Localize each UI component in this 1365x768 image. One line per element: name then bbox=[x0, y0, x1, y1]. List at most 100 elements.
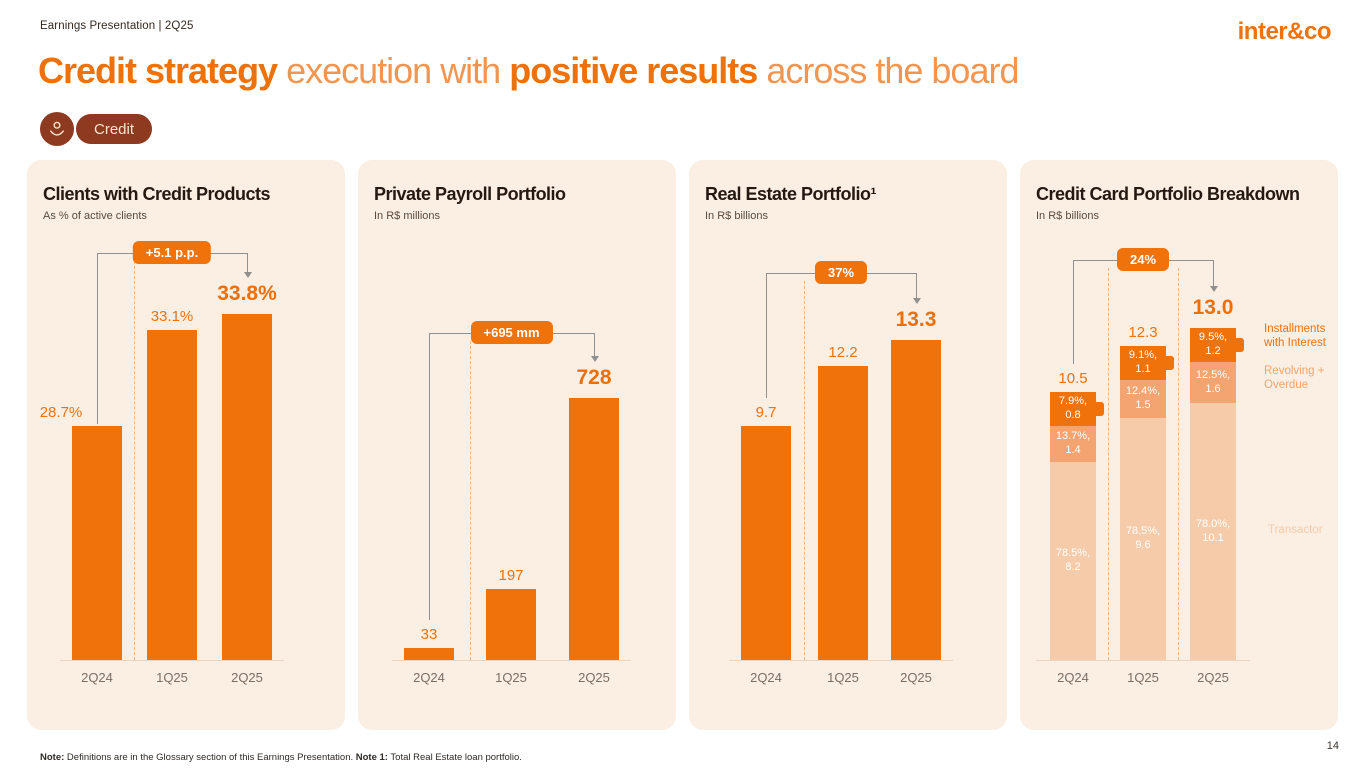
arrow-head-icon bbox=[591, 356, 599, 362]
bar-1q25 bbox=[486, 589, 536, 660]
chart-panel-private-payroll-portfolio: Private Payroll Portfolio In R$ millions +… bbox=[358, 160, 676, 730]
bar-2q24 bbox=[404, 648, 454, 660]
value-label-2q25: 728 bbox=[576, 366, 612, 389]
segment-tab bbox=[1166, 356, 1174, 370]
value-label-2q24: 33 bbox=[420, 626, 438, 643]
bracket-line bbox=[1073, 260, 1074, 364]
arrow-head-icon bbox=[913, 298, 921, 304]
segment-revolving-overdue-1q25: 12.4%, 1.5 bbox=[1120, 380, 1166, 418]
bar-1q25 bbox=[147, 330, 197, 660]
annotation-badge: +695 mm bbox=[470, 321, 553, 344]
charts-container: Clients with Credit Products As % of acti… bbox=[27, 160, 1338, 730]
segment-installments-with-interest-1q25: 9.1%, 1.1 bbox=[1120, 346, 1174, 380]
value-label-2q25: 33.8% bbox=[217, 282, 277, 305]
value-label-1q25: 12.3 bbox=[1128, 324, 1158, 341]
bar-2q25 bbox=[569, 398, 619, 660]
axis-label-2q25: 2Q25 bbox=[578, 670, 610, 685]
segment-installments-with-interest-2q24: 7.9%, 0.8 bbox=[1050, 392, 1104, 426]
chart-panel-credit-card-portfolio-breakdown: Credit Card Portfolio Breakdown In R$ bil… bbox=[1020, 160, 1338, 730]
legend-transactor: Transactor bbox=[1268, 524, 1323, 536]
page-number: 14 bbox=[1326, 740, 1339, 752]
breadcrumb: Earnings Presentation | 2Q25 bbox=[40, 20, 194, 32]
footnote-part: Definitions are in the Glossary section … bbox=[64, 752, 356, 763]
segment-revolving-overdue-2q24: 13.7%, 1.4 bbox=[1050, 426, 1096, 462]
bar-2q24 bbox=[72, 426, 122, 660]
hand-coin-icon bbox=[40, 112, 74, 146]
segment-percent-label: 7.9%, bbox=[1058, 395, 1088, 408]
axis-baseline bbox=[729, 660, 953, 661]
bar-2q25 bbox=[222, 314, 272, 660]
axis-label-2q24: 2Q24 bbox=[1057, 670, 1089, 685]
stacked-bar-1q25: 9.1%, 1.1 12.4%, 1.5 78.5%, 9.6 bbox=[1120, 346, 1174, 660]
stacked-bar-2q25: 9.5%, 1.2 12.5%, 1.6 78.0%, 10.1 bbox=[1190, 328, 1244, 660]
bar-2q24 bbox=[741, 426, 791, 660]
axis-label-2q24: 2Q24 bbox=[413, 670, 445, 685]
panel-title: Private Payroll Portfolio bbox=[374, 184, 566, 204]
title-part: across the board bbox=[757, 50, 1019, 91]
segment-percent-label: 78.5%, bbox=[1125, 525, 1161, 538]
panel-title: Real Estate Portfolio¹ bbox=[705, 184, 877, 204]
value-label-2q24: 9.7 bbox=[755, 404, 777, 421]
page-title: Credit strategy execution with positive … bbox=[38, 50, 1019, 92]
value-label-1q25: 12.2 bbox=[828, 344, 858, 361]
footnote: Note: Definitions are in the Glossary se… bbox=[40, 752, 522, 763]
value-label-2q25: 13.0 bbox=[1192, 296, 1234, 319]
bracket-line bbox=[97, 253, 98, 424]
value-label-1q25: 33.1% bbox=[150, 308, 194, 325]
legend-revolving-overdue: Revolving + Overdue bbox=[1264, 365, 1325, 391]
segment-transactor-2q25: 78.0%, 10.1 bbox=[1190, 403, 1236, 660]
segment-percent-label: 12.5%, bbox=[1195, 368, 1231, 381]
dashed-separator bbox=[134, 261, 135, 660]
dashed-separator bbox=[804, 281, 805, 660]
segment-value-label: 8.2 bbox=[1065, 561, 1081, 573]
footnote-part: Note: bbox=[40, 752, 65, 763]
segment-value-label: 0.8 bbox=[1065, 409, 1081, 421]
segment-value-label: 1.5 bbox=[1135, 399, 1151, 411]
value-label-2q25: 13.3 bbox=[895, 308, 937, 331]
segment-value-label: 1.4 bbox=[1065, 444, 1081, 456]
annotation-badge: 37% bbox=[814, 261, 868, 284]
bracket-line bbox=[766, 273, 767, 398]
segment-percent-label: 12.4%, bbox=[1125, 385, 1161, 398]
axis-label-1q25: 1Q25 bbox=[1127, 670, 1159, 685]
panel-subtitle: As % of active clients bbox=[43, 210, 147, 222]
panel-subtitle: In R$ billions bbox=[1036, 210, 1099, 222]
credit-badge-row: Credit bbox=[40, 112, 153, 146]
segment-percent-label: 78.0%, bbox=[1195, 517, 1231, 530]
segment-value-label: 10.1 bbox=[1202, 531, 1224, 544]
inter-co-logo: inter&co bbox=[1237, 18, 1332, 45]
credit-badge: Credit bbox=[76, 114, 153, 144]
title-part: Credit strategy bbox=[38, 50, 287, 91]
segment-value-label: 9.6 bbox=[1135, 539, 1151, 551]
annotation-badge: 24% bbox=[1116, 248, 1170, 271]
axis-label-2q25: 2Q25 bbox=[900, 670, 932, 685]
segment-value-label: 1.1 bbox=[1135, 363, 1151, 375]
segment-revolving-overdue-2q25: 12.5%, 1.6 bbox=[1190, 362, 1236, 403]
dashed-separator bbox=[1108, 268, 1109, 660]
segment-transactor-2q24: 78.5%, 8.2 bbox=[1050, 462, 1096, 660]
title-part: execution with bbox=[286, 50, 510, 91]
axis-baseline bbox=[60, 660, 284, 661]
top-bar: Earnings Presentation | 2Q25 inter&co bbox=[40, 18, 1332, 45]
dashed-separator bbox=[1178, 268, 1179, 660]
footnote-part: Note 1: bbox=[355, 752, 388, 763]
value-label-2q24: 28.7% bbox=[39, 404, 83, 421]
segment-value-label: 1.6 bbox=[1205, 382, 1221, 395]
segment-percent-label: 9.1%, bbox=[1128, 349, 1158, 362]
value-label-2q24: 10.5 bbox=[1058, 370, 1088, 387]
segment-tab bbox=[1096, 402, 1104, 416]
bracket-arrow-line bbox=[916, 273, 917, 298]
axis-label-2q24: 2Q24 bbox=[750, 670, 782, 685]
axis-label-2q24: 2Q24 bbox=[81, 670, 113, 685]
segment-value-label: 1.2 bbox=[1205, 345, 1221, 357]
bar-2q25 bbox=[891, 340, 941, 660]
bracket-line bbox=[429, 333, 430, 620]
bracket-arrow-line bbox=[1213, 260, 1214, 286]
axis-baseline bbox=[1036, 660, 1250, 661]
stacked-bar-2q24: 7.9%, 0.8 13.7%, 1.4 78.5%, 8.2 bbox=[1050, 392, 1104, 660]
bar-1q25 bbox=[818, 366, 868, 660]
dashed-separator bbox=[470, 341, 471, 660]
panel-title: Clients with Credit Products bbox=[43, 184, 271, 204]
axis-label-2q25: 2Q25 bbox=[231, 670, 263, 685]
